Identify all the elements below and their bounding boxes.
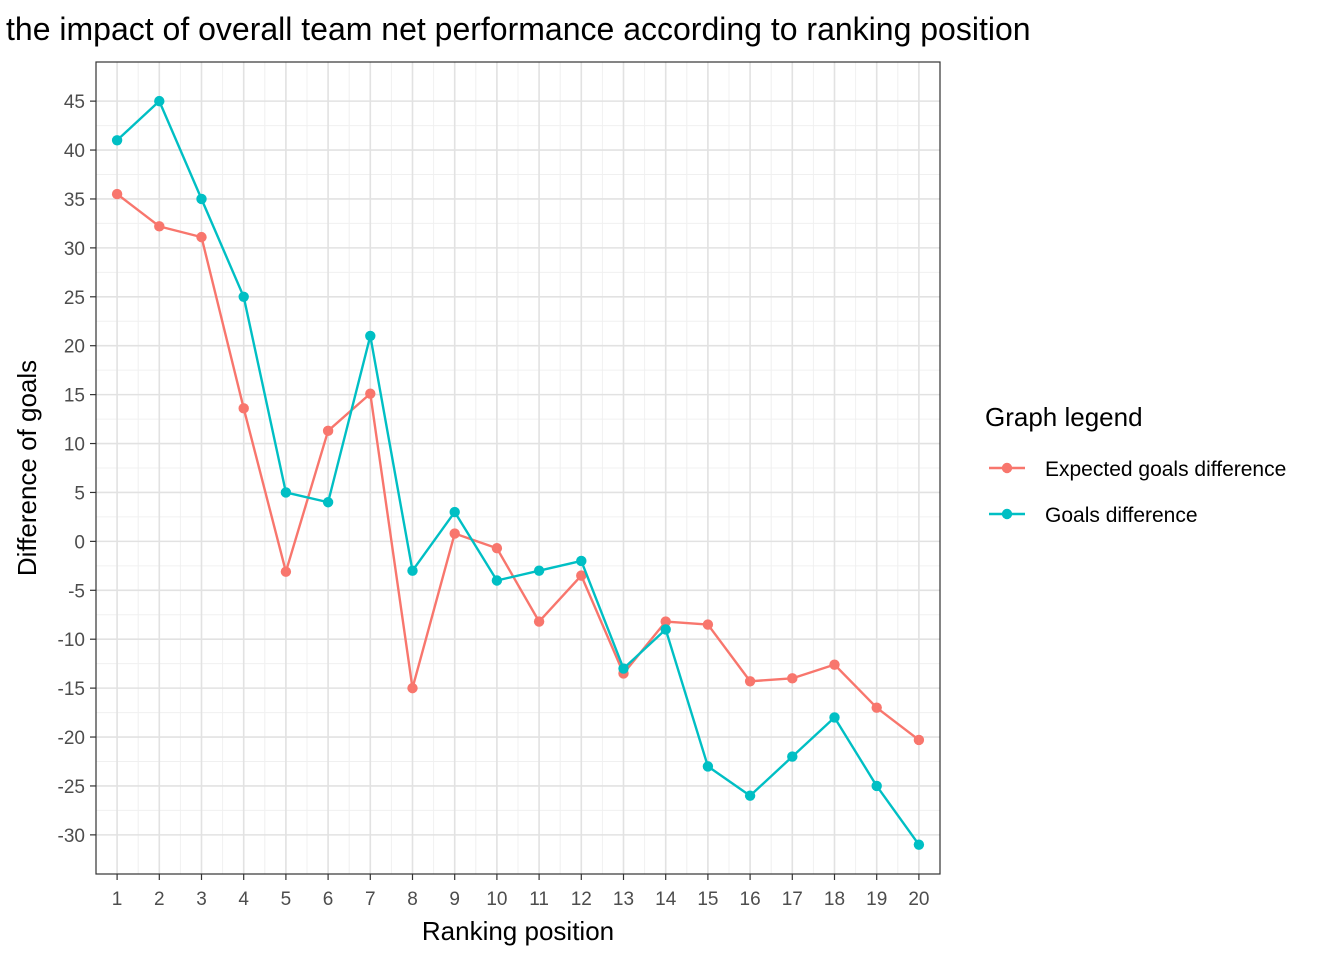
data-point-goals-difference bbox=[154, 95, 165, 107]
y-tick-label: 15 bbox=[64, 386, 85, 407]
y-axis-title: Difference of goals bbox=[12, 360, 42, 576]
x-tick-label: 11 bbox=[529, 889, 549, 910]
x-tick-label: 12 bbox=[571, 889, 592, 910]
y-tick-label: -5 bbox=[68, 581, 85, 602]
x-tick-label: 1 bbox=[112, 889, 123, 910]
data-point-expected-goals-difference bbox=[787, 673, 798, 684]
y-tick-label: -25 bbox=[58, 777, 85, 798]
data-point-expected-goals-difference bbox=[111, 188, 123, 200]
legend-items: Expected goals difference Goals differenc… bbox=[989, 458, 1286, 527]
data-point-goals-difference bbox=[576, 555, 587, 567]
data-point-expected-goals-difference bbox=[196, 231, 207, 243]
y-tick-label: 30 bbox=[64, 239, 85, 260]
plot-border bbox=[95, 61, 941, 875]
data-point-goals-difference bbox=[322, 497, 334, 508]
y-tick-label: -30 bbox=[58, 826, 85, 847]
x-tick-label: 20 bbox=[908, 889, 929, 910]
data-point-goals-difference bbox=[407, 565, 418, 576]
x-tick-label: 6 bbox=[323, 889, 334, 910]
data-point-expected-goals-difference bbox=[660, 616, 671, 627]
data-point-expected-goals-difference bbox=[913, 734, 925, 746]
chart-title: the impact of overall team net performan… bbox=[6, 11, 1031, 47]
y-tick-label: 45 bbox=[64, 92, 85, 113]
x-tick-label: 14 bbox=[655, 889, 677, 910]
data-point-expected-goals-difference bbox=[322, 425, 334, 437]
legend-title: Graph legend bbox=[985, 402, 1143, 432]
data-point-goals-difference bbox=[618, 663, 629, 674]
series-layer bbox=[111, 95, 925, 850]
x-tick-label: 5 bbox=[281, 889, 292, 910]
legend-key-point bbox=[1001, 508, 1013, 520]
data-point-goals-difference bbox=[744, 790, 756, 801]
data-point-goals-difference bbox=[449, 506, 460, 518]
legend: Graph legend Expected goals difference Go… bbox=[985, 402, 1286, 527]
y-tick-label: -15 bbox=[58, 679, 85, 700]
y-tick-label: 40 bbox=[64, 141, 85, 162]
x-tick-label: 4 bbox=[238, 889, 249, 910]
data-point-expected-goals-difference bbox=[744, 676, 756, 687]
x-tick-label: 10 bbox=[486, 889, 507, 910]
legend-item-expected-goals-difference: Expected goals difference bbox=[989, 458, 1286, 481]
data-point-goals-difference bbox=[829, 712, 840, 723]
x-tick-label: 8 bbox=[407, 889, 418, 910]
x-tick-label: 18 bbox=[824, 889, 845, 910]
data-point-goals-difference bbox=[871, 780, 882, 792]
y-tick-label: 10 bbox=[64, 435, 85, 456]
legend-label: Expected goals difference bbox=[1045, 458, 1286, 481]
y-tick-label: 35 bbox=[64, 190, 85, 211]
data-point-goals-difference bbox=[365, 330, 376, 342]
x-tick-label: 13 bbox=[613, 889, 634, 910]
data-point-goals-difference bbox=[702, 761, 714, 772]
x-tick-label: 3 bbox=[196, 889, 207, 910]
x-tick-label: 17 bbox=[782, 889, 803, 910]
y-tick-label: 20 bbox=[64, 337, 85, 358]
axes: 1 2 3 4 5 6 7 8 9 10 11 12 13 14 15 16 17 18 19 20-30-25-20… bbox=[58, 92, 930, 910]
y-tick-label: 25 bbox=[64, 288, 85, 309]
x-tick-label: 15 bbox=[697, 889, 718, 910]
data-point-expected-goals-difference bbox=[871, 702, 882, 713]
data-point-expected-goals-difference bbox=[533, 616, 545, 627]
x-tick-label: 19 bbox=[866, 889, 887, 910]
y-tick-label: -20 bbox=[58, 728, 85, 749]
data-point-goals-difference bbox=[280, 487, 292, 498]
y-tick-label: 0 bbox=[74, 532, 85, 553]
data-point-goals-difference bbox=[533, 565, 545, 576]
grid-lines bbox=[96, 62, 940, 874]
data-point-goals-difference bbox=[196, 193, 207, 205]
legend-key-point bbox=[1001, 462, 1013, 474]
data-point-goals-difference bbox=[787, 751, 798, 762]
data-point-expected-goals-difference bbox=[154, 221, 165, 232]
y-tick-label: 5 bbox=[74, 483, 85, 504]
data-point-expected-goals-difference bbox=[702, 619, 714, 630]
data-point-expected-goals-difference bbox=[407, 682, 418, 694]
x-tick-label: 16 bbox=[740, 889, 761, 910]
data-point-goals-difference bbox=[660, 624, 671, 635]
data-point-expected-goals-difference bbox=[829, 659, 840, 670]
legend-item-goals-difference: Goals difference bbox=[989, 504, 1198, 527]
legend-label: Goals difference bbox=[1045, 504, 1198, 527]
data-point-expected-goals-difference bbox=[491, 543, 503, 554]
data-point-expected-goals-difference bbox=[280, 566, 292, 577]
data-point-goals-difference bbox=[491, 575, 503, 586]
series-goals-difference bbox=[111, 95, 925, 850]
data-point-goals-difference bbox=[238, 291, 249, 302]
x-axis-title: Ranking position bbox=[422, 916, 614, 946]
x-tick-label: 2 bbox=[154, 889, 165, 910]
series-line-goals-difference bbox=[116, 99, 920, 846]
x-tick-label: 7 bbox=[365, 889, 376, 910]
data-point-expected-goals-difference bbox=[449, 528, 460, 539]
data-point-expected-goals-difference bbox=[238, 403, 249, 414]
data-point-goals-difference bbox=[913, 839, 925, 850]
data-point-expected-goals-difference bbox=[576, 570, 587, 581]
x-tick-label: 9 bbox=[449, 889, 460, 910]
data-point-goals-difference bbox=[111, 135, 123, 146]
y-tick-label: -10 bbox=[58, 630, 85, 651]
data-point-expected-goals-difference bbox=[365, 388, 376, 399]
series-line-expected-goals-difference bbox=[116, 193, 920, 741]
